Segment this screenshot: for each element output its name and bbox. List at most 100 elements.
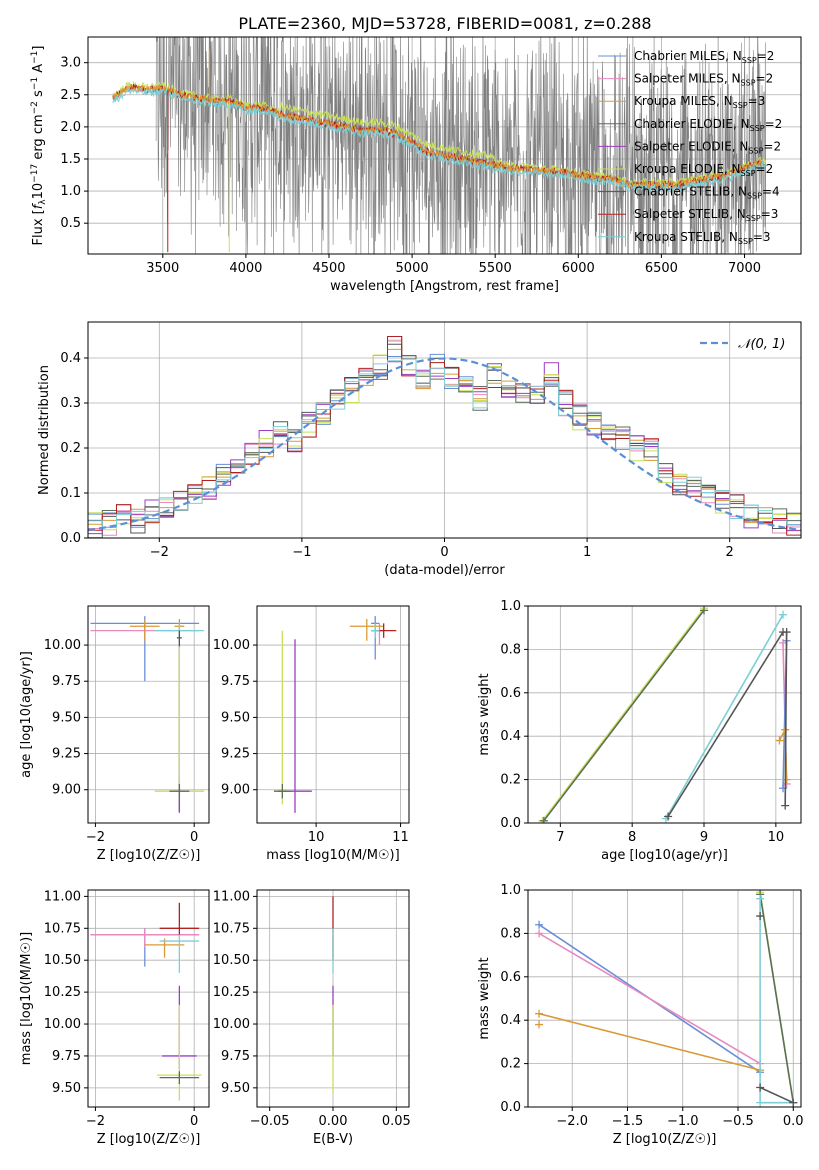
series-marker-chabrier_miles: [535, 920, 544, 929]
x-tick-label: 3500: [146, 261, 179, 276]
series-marker-chabrier_stelib: [781, 801, 790, 810]
axes-frame: [527, 605, 802, 824]
y-tick-label: 10.00: [213, 1017, 250, 1032]
series-line-chabrier_stelib: [667, 631, 784, 817]
normal-distribution-curve: [88, 357, 801, 532]
y-tick-label: 9.75: [52, 1049, 81, 1064]
y-tick-label: 2.5: [60, 88, 81, 103]
series-marker-chabrier_stelib: [756, 1083, 765, 1092]
series-marker-chabrier_elodie: [539, 816, 548, 823]
axes-frame: [527, 889, 802, 1108]
y-tick-label: 0.2: [500, 773, 521, 788]
mass_vs_Z-panel: −2 0 9.50 9.75 10.00 10.25 10.50 10.75 11.00 Z [l…: [19, 889, 210, 1147]
y-tick-label: 10.00: [44, 1017, 81, 1032]
series-marker-kroupa_miles: [775, 736, 784, 745]
x-tick-label: 0: [190, 1114, 198, 1129]
x-tick-label: 9: [700, 830, 708, 845]
y-tick-label: 1.0: [60, 184, 81, 199]
spectrum-plot-area: [112, 37, 767, 254]
series-marker-chabrier_elodie: [700, 606, 709, 615]
axes-frame: [87, 321, 802, 539]
x-tick-label: 4000: [229, 261, 262, 276]
y-tick-label: 9.50: [52, 1081, 81, 1096]
x-tick-label: −1: [292, 545, 311, 560]
y-tick-label: 1.5: [60, 152, 81, 167]
axes-frame: [87, 36, 802, 255]
massweight_vs_Z-plot-area: [535, 890, 798, 1107]
y-tick-label: 2.0: [60, 120, 81, 135]
y-tick-label: 9.75: [221, 1049, 250, 1064]
y-tick-label: 0.4: [500, 729, 521, 744]
y-tick-label: 3.0: [60, 56, 81, 71]
y-tick-label: 10.00: [44, 638, 81, 653]
y-tick-label: 0.4: [500, 1013, 521, 1028]
y-tick-label: 9.50: [221, 710, 250, 725]
legend-entry-chabrier_elodie: Chabrier ELODIE, NSSP=2: [634, 117, 782, 133]
x-axis-label: age [log10(age/yr)]: [601, 848, 728, 863]
series-marker-salpeter_miles: [535, 929, 544, 938]
y-tick-label: 9.00: [221, 783, 250, 798]
x-tick-label: −2: [150, 545, 169, 560]
x-tick-label: −2: [86, 1114, 105, 1129]
y-tick-label: 0.8: [500, 642, 521, 657]
y-tick-label: 0.5: [60, 216, 81, 231]
x-axis-label: (data-model)/error: [384, 563, 505, 578]
x-tick-label: 6000: [562, 261, 595, 276]
series-line-kroupa_miles: [538, 1012, 761, 1071]
axes-frame: [256, 889, 410, 1108]
axes-frame: [256, 605, 410, 824]
series-line-chabrier_stelib: [759, 1086, 794, 1104]
y-tick-label: 0.4: [60, 351, 81, 366]
y-tick-label: 0.6: [500, 970, 521, 985]
model-spectrum-kroupa_stelib: [112, 86, 767, 194]
series-line-salpeter_miles: [538, 932, 761, 1065]
legend-entry-salpeter_elodie: Salpeter ELODIE, NSSP=2: [634, 139, 781, 155]
x-axis-label: E(B-V): [313, 1132, 353, 1147]
legend-entry-chabrier_miles: Chabrier MILES, NSSP=2: [634, 49, 774, 65]
legend-entry-kroupa_miles: Kroupa MILES, NSSP=3: [634, 94, 765, 110]
y-tick-label: 9.75: [52, 674, 81, 689]
massweight_vs_Z-panel: −2.0 −1.5 −1.0 −0.5 0.0 0.0 0.2 0.4 0.6 0.8 1.0 Z […: [477, 883, 804, 1147]
y-tick-label: 0.1: [60, 486, 81, 501]
series-line-kroupa_elodie: [541, 607, 705, 822]
legend-entry-salpeter_miles: Salpeter MILES, NSSP=2: [634, 72, 773, 88]
y-tick-label: 11.00: [44, 889, 81, 904]
series-marker-kroupa_stelib: [756, 894, 765, 903]
series-marker-chabrier_stelib: [664, 812, 673, 821]
x-tick-label: 10: [768, 830, 785, 845]
series-marker-kroupa_miles: [535, 1009, 544, 1018]
series-marker-kroupa_stelib: [779, 610, 788, 619]
marker-chabrier_stelib: [756, 912, 765, 921]
series-marker-chabrier_stelib: [789, 1098, 798, 1107]
x-tick-label: 8: [628, 830, 636, 845]
y-tick-label: 10.75: [213, 921, 250, 936]
age_vs_Z-plot-area: [90, 616, 205, 813]
y-axis-label: mass weight: [477, 673, 492, 755]
y-tick-label: 0.3: [60, 396, 81, 411]
y-axis-label: Normed distribution: [37, 365, 52, 495]
series-line-chabrier_elodie: [759, 894, 795, 1103]
y-tick-label: 10.50: [213, 953, 250, 968]
y-tick-label: 0.6: [500, 686, 521, 701]
age_vs_mass-plot-area: [273, 616, 397, 813]
series-marker-kroupa_stelib: [756, 1098, 765, 1107]
x-tick-label: 0: [440, 545, 448, 560]
y-tick-label: 10.75: [44, 921, 81, 936]
legend-entry-kroupa_stelib: Kroupa STELIB, NSSP=3: [634, 230, 771, 246]
x-tick-label: −0.5: [722, 1114, 754, 1129]
x-axis-label: Z [log10(Z/Z☉)]: [613, 1132, 717, 1147]
y-tick-label: 9.75: [221, 674, 250, 689]
x-tick-label: 7: [556, 830, 564, 845]
panels: 3500 4000 4500 5000 5500 6000 6500 70000.51.01.…: [19, 36, 804, 1147]
massweight_vs_age-panel: 7 8 9 10 0.0 0.2 0.4 0.6 0.8 1.0 age [log10(age/yr…: [477, 599, 802, 863]
x-tick-label: 7000: [728, 261, 761, 276]
y-tick-label: 9.25: [221, 747, 250, 762]
data-spectrum-line: [155, 37, 767, 254]
x-tick-label: 5000: [396, 261, 429, 276]
axes-frame: [87, 889, 210, 1108]
age_vs_mass-panel: 10 11 9.00 9.25 9.50 9.75 10.00 mass [log10(M/M…: [213, 605, 410, 863]
x-tick-label: −1.0: [667, 1114, 699, 1129]
axes-frame: [87, 605, 210, 824]
y-tick-label: 9.25: [52, 747, 81, 762]
